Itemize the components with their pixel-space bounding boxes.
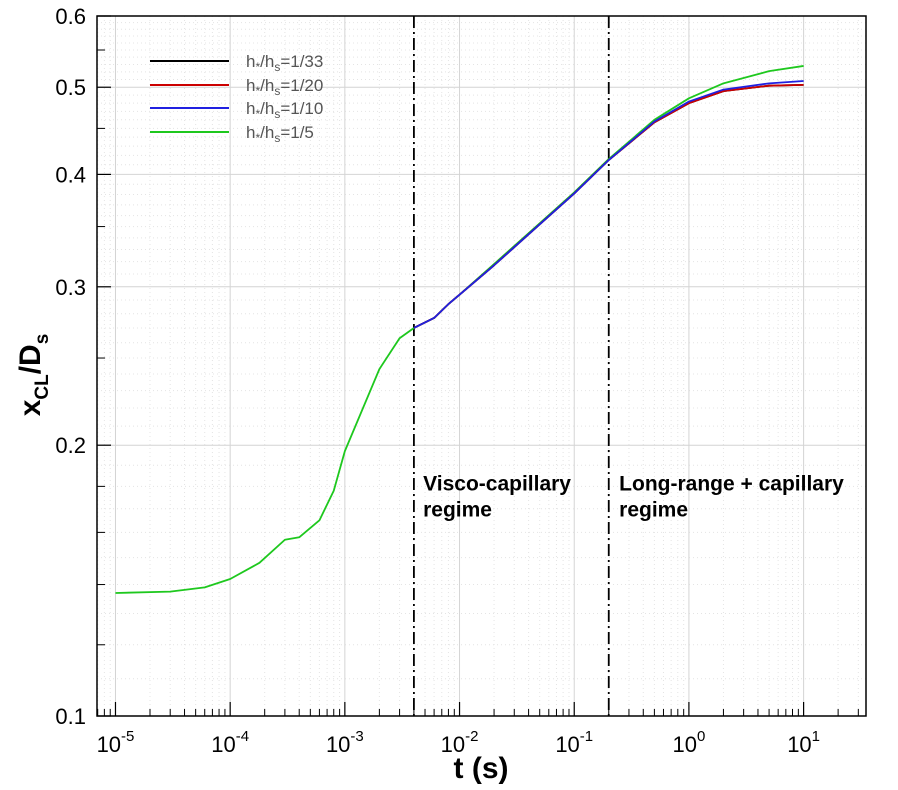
y-tick-labels: 0.1 0.2 0.3 0.4 0.5 0.6 — [55, 4, 86, 729]
y-tick-label: 0.2 — [55, 433, 86, 458]
legend-label-part: =1/20 — [280, 76, 323, 95]
legend-label-sub: s — [274, 84, 280, 98]
legend-label-sub: s — [274, 131, 280, 145]
series-line — [413, 80, 804, 329]
legend-label-sub: * — [255, 107, 260, 121]
x-tick-base: 10 — [326, 732, 350, 757]
legend-label: h*/hs=1/10 — [246, 99, 323, 121]
regime-divider-lines — [413, 16, 610, 716]
x-tick-base: 10 — [211, 732, 235, 757]
legend-label: h*/hs=1/33 — [246, 52, 323, 74]
legend-label: h*/hs=1/20 — [246, 76, 323, 98]
x-tick-base: 10 — [555, 732, 579, 757]
legend-label-sub: * — [255, 131, 260, 145]
legend-label-part: /h — [260, 52, 274, 71]
y-axis-title-sep-sub: s — [32, 334, 53, 345]
x-tick-label: 10-3 — [326, 728, 364, 757]
x-tick-labels: 10-5 10-4 10-3 10-2 10-1 100 101 — [97, 728, 820, 757]
x-tick-exponent: 1 — [812, 728, 820, 745]
x-axis-title: t (s) — [454, 752, 509, 785]
y-tick-label: 0.1 — [55, 704, 86, 729]
x-tick-label: 10-5 — [97, 728, 135, 757]
y-axis-title: xCL/Ds — [14, 334, 53, 417]
legend-label-part: /h — [260, 123, 274, 142]
legend-label-sub: * — [255, 84, 260, 98]
x-tick-exponent: -2 — [465, 728, 478, 745]
legend-label-sub: s — [274, 60, 280, 74]
x-tick-exponent: 0 — [697, 728, 705, 745]
axis-ticks — [97, 15, 859, 717]
annotation-text: regime — [619, 499, 688, 522]
legend-label-part: h — [246, 99, 255, 118]
legend-label-part: =1/10 — [280, 99, 323, 118]
legend-label-part: =1/5 — [280, 123, 314, 142]
x-tick-label: 10-4 — [211, 728, 249, 757]
plot-frame — [96, 15, 867, 717]
annotation-text: Visco-capillary — [423, 473, 571, 496]
legend-label-part: h — [246, 52, 255, 71]
legend-label: h*/hs=1/5 — [246, 123, 314, 145]
legend-label-part: h — [246, 123, 255, 142]
minor-grid — [97, 16, 866, 716]
y-axis-title-sep: /D — [14, 344, 47, 374]
y-tick-label: 0.6 — [55, 4, 86, 29]
x-tick-exponent: -3 — [350, 728, 363, 745]
y-tick-label: 0.3 — [55, 275, 86, 300]
annotation-text: Long-range + capillary — [619, 473, 844, 496]
y-axis-title-main-sub: CL — [32, 374, 53, 400]
x-tick-label: 10-1 — [555, 728, 593, 757]
x-tick-base: 10 — [673, 732, 697, 757]
x-tick-label: 10-2 — [441, 728, 479, 757]
legend-label-part: =1/33 — [280, 52, 323, 71]
y-tick-label: 0.4 — [55, 162, 86, 187]
legend-label-part: h — [246, 76, 255, 95]
x-tick-exponent: -5 — [121, 728, 134, 745]
legend: h*/hs=1/33h*/hs=1/20h*/hs=1/10h*/hs=1/5 — [150, 52, 323, 145]
legend-label-sub: * — [255, 60, 260, 74]
x-tick-base: 10 — [787, 732, 811, 757]
x-tick-base: 10 — [441, 732, 465, 757]
annotation-text: regime — [423, 499, 492, 522]
x-tick-base: 10 — [97, 732, 121, 757]
series-lines — [115, 65, 804, 594]
legend-label-part: /h — [260, 99, 274, 118]
legend-label-sub: s — [274, 107, 280, 121]
x-tick-exponent: -1 — [580, 728, 593, 745]
x-tick-label: 100 — [673, 728, 706, 757]
y-tick-label: 0.5 — [55, 75, 86, 100]
annotations: Visco-capillary regime Long-range + capill… — [423, 473, 844, 522]
x-tick-label: 101 — [787, 728, 820, 757]
legend-label-part: /h — [260, 76, 274, 95]
y-axis-title-main: x — [14, 399, 47, 416]
x-tick-exponent: -4 — [236, 728, 249, 745]
